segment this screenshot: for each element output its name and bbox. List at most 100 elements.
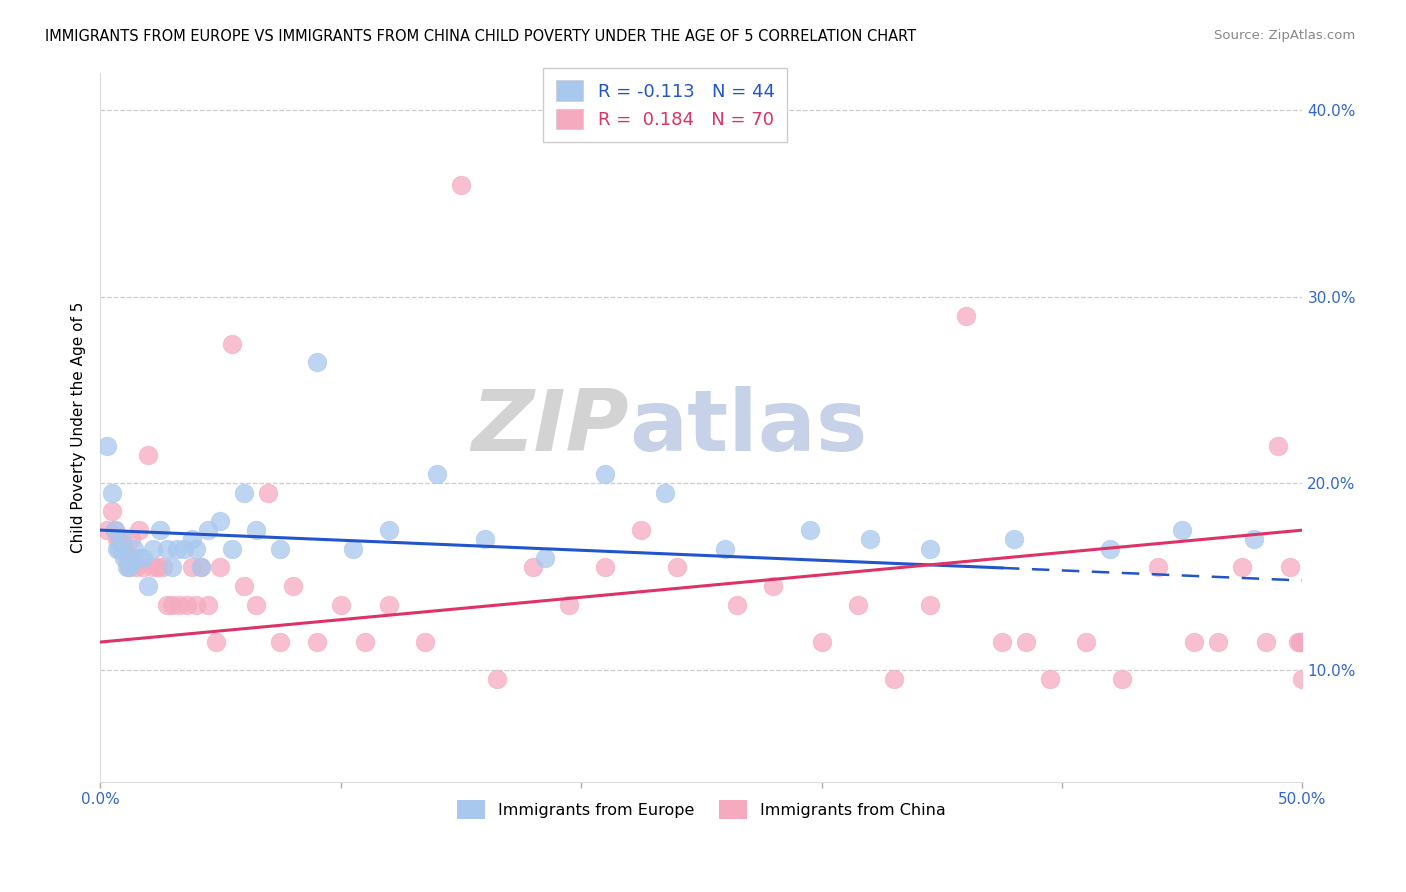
Point [859,533,882,547]
Point [269,635,291,649]
Point [558,598,581,612]
Point [1289,635,1312,649]
Point [128,551,150,566]
Point [377,598,399,612]
Point [166,541,188,556]
Point [1256,635,1278,649]
Text: Source: ZipAtlas.com: Source: ZipAtlas.com [1215,29,1355,43]
Point [1182,635,1205,649]
Point [1243,533,1265,547]
Point [204,635,226,649]
Point [257,485,280,500]
Point [152,560,174,574]
Point [96,439,118,453]
Point [209,514,232,528]
Point [112,541,135,556]
Point [105,533,128,547]
Point [329,598,352,612]
Point [1111,673,1133,687]
Point [593,560,616,574]
Point [128,523,150,537]
Point [108,533,131,547]
Point [115,560,138,574]
Point [101,485,124,500]
Point [180,560,202,574]
Point [180,533,202,547]
Point [991,635,1014,649]
Text: atlas: atlas [628,386,868,469]
Point [918,598,941,612]
Point [245,523,267,537]
Point [186,541,208,556]
Point [142,560,165,574]
Point [305,635,328,649]
Point [269,541,291,556]
Point [1015,635,1038,649]
Point [162,560,184,574]
Point [197,598,219,612]
Point [305,355,328,369]
Point [450,178,472,192]
Point [1232,560,1254,574]
Point [103,523,125,537]
Point [173,541,195,556]
Point [799,523,821,537]
Point [654,485,676,500]
Point [522,560,544,574]
Point [118,560,141,574]
Point [132,551,155,566]
Point [162,598,184,612]
Point [156,541,179,556]
Point [1039,673,1062,687]
Point [883,673,905,687]
Point [377,523,399,537]
Point [413,635,436,649]
Point [725,598,748,612]
Point [122,541,145,556]
Point [111,533,134,547]
Point [485,673,508,687]
Point [281,579,304,593]
Point [1279,560,1302,574]
Point [122,551,145,566]
Point [1099,541,1122,556]
Point [111,541,134,556]
Point [593,467,616,482]
Point [108,541,131,556]
Point [169,598,191,612]
Point [190,560,212,574]
Point [96,523,118,537]
Point [1291,673,1313,687]
Point [474,533,496,547]
Point [118,560,141,574]
Point [810,635,832,649]
Point [112,551,135,566]
Point [666,560,689,574]
Point [142,541,165,556]
Point [105,541,128,556]
Point [1291,635,1313,649]
Point [714,541,737,556]
Point [1286,635,1309,649]
Point [1171,523,1194,537]
Point [630,523,652,537]
Point [115,551,138,566]
Point [186,598,208,612]
Point [146,560,169,574]
Point [1002,533,1025,547]
Point [233,485,256,500]
Point [918,541,941,556]
Point [1147,560,1170,574]
Point [342,541,364,556]
Point [136,579,159,593]
Point [233,579,256,593]
Point [955,309,977,323]
Point [156,598,179,612]
Point [132,560,155,574]
Point [1267,439,1289,453]
Point [190,560,212,574]
Point [149,523,172,537]
Point [1208,635,1230,649]
Point [762,579,785,593]
Point [221,336,243,351]
